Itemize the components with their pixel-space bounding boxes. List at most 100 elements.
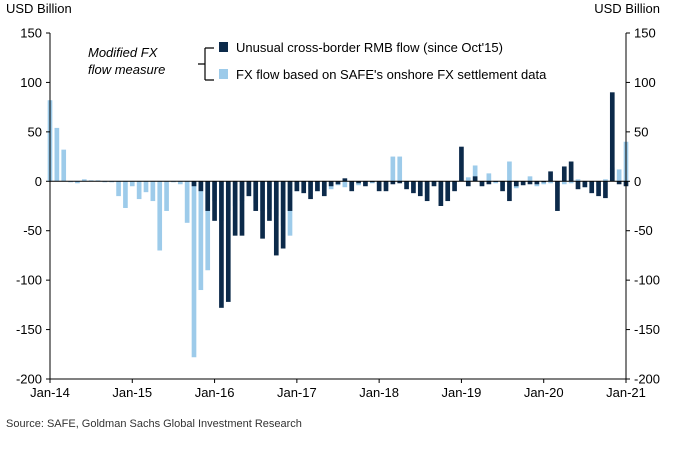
bar-dark-2016-02 [219, 181, 224, 308]
legend-label-light: FX flow based on SAFE's onshore FX settl… [236, 67, 547, 82]
legend-swatch-light [219, 69, 228, 79]
ytick-label-left--200: -200 [16, 372, 42, 387]
bar-light-2015-08 [177, 181, 183, 185]
bar-dark-2016-10 [273, 181, 279, 256]
bar-dark-2015-12 [205, 181, 211, 211]
bar-dark-2018-12 [452, 181, 457, 192]
legend-label-dark: Unusual cross-border RMB flow (since Oct… [236, 40, 503, 55]
bar-dark-2019-10 [520, 181, 526, 186]
bar-dark-2016-05 [239, 181, 245, 236]
ytick-label-right-100: 100 [634, 75, 656, 90]
bar-dark-2017-02 [301, 181, 307, 194]
bar-light-2015-06 [164, 181, 169, 211]
legend-swatch-dark [219, 42, 228, 52]
bar-dark-2016-07 [253, 181, 259, 211]
bar-dark-2016-06 [246, 181, 252, 197]
xtick-label-Jan-17: Jan-17 [277, 385, 317, 400]
xtick-label-Jan-15: Jan-15 [112, 385, 152, 400]
legend-note-line2: flow measure [88, 62, 165, 77]
bar-dark-2020-06 [575, 181, 581, 190]
bar-light-2019-08 [507, 161, 512, 182]
bar-dark-2018-06 [411, 181, 416, 194]
bar-dark-2020-12 [616, 181, 622, 185]
bar-dark-2017-05 [321, 181, 327, 197]
ytick-label-left-0: 0 [35, 174, 42, 189]
bar-dark-2018-05 [404, 181, 409, 190]
bar-dark-2020-08 [589, 181, 595, 194]
bar-dark-2019-03 [472, 176, 478, 182]
bar-dark-2018-11 [445, 181, 451, 202]
bar-dark-2016-01 [212, 181, 217, 221]
bar-light-2014-11 [116, 181, 121, 197]
ytick-label-left-50: 50 [28, 124, 42, 139]
bar-dark-2018-08 [424, 181, 430, 202]
bar-dark-2020-10 [603, 181, 608, 199]
dark-series-bars [191, 92, 629, 308]
bar-light-2015-04 [150, 181, 156, 202]
bar-dark-2017-07 [335, 181, 341, 185]
bar-dark-2016-12 [287, 181, 293, 211]
bar-dark-2016-08 [260, 181, 265, 239]
xtick-label-Jan-21: Jan-21 [606, 385, 646, 400]
bar-dark-2018-02 [383, 181, 389, 192]
bar-light-2015-09 [184, 181, 190, 223]
bar-light-2020-10 [603, 179, 608, 182]
bar-dark-2020-09 [596, 181, 601, 197]
bar-dark-2020-03 [555, 181, 560, 211]
ytick-label-right-0: 0 [634, 174, 641, 189]
bar-dark-2019-11 [527, 181, 533, 185]
bar-dark-2018-04 [397, 181, 403, 184]
bar-dark-2018-03 [390, 181, 396, 185]
bar-light-2020-04 [561, 181, 567, 185]
ytick-label-left-100: 100 [20, 75, 42, 90]
bar-light-2015-11 [198, 181, 204, 291]
bar-light-2020-02 [548, 181, 553, 184]
right-axis-unit: USD Billion [594, 1, 660, 16]
bar-light-2019-05 [486, 173, 492, 182]
ytick-label-right--150: -150 [634, 322, 660, 337]
ytick-label-left-150: 150 [20, 26, 42, 41]
bar-light-2019-11 [527, 176, 533, 182]
bar-dark-2019-01 [459, 146, 464, 182]
bar-dark-2018-09 [431, 181, 437, 187]
light-series-bars [47, 100, 629, 358]
ytick-label-right-150: 150 [634, 26, 656, 41]
bar-light-2015-05 [157, 181, 163, 251]
bar-light-2015-10 [191, 181, 197, 358]
xtick-label-Jan-18: Jan-18 [359, 385, 399, 400]
ytick-label-left--100: -100 [16, 273, 42, 288]
ytick-label-right--50: -50 [634, 223, 653, 238]
bar-light-2020-12 [616, 169, 622, 182]
bar-dark-2020-04 [561, 166, 567, 182]
bar-light-2020-06 [575, 179, 581, 182]
bar-light-2014-05 [75, 181, 80, 184]
bar-dark-2019-04 [479, 181, 485, 187]
bar-dark-2017-09 [349, 181, 355, 192]
bar-dark-2017-04 [315, 181, 320, 192]
bar-dark-2016-09 [267, 181, 272, 221]
xtick-label-Jan-20: Jan-20 [524, 385, 564, 400]
ytick-label-right--200: -200 [634, 372, 660, 387]
bar-light-2020-05 [568, 181, 574, 184]
bar-light-2017-08 [342, 181, 348, 188]
xtick-label-Jan-16: Jan-16 [195, 385, 235, 400]
bar-dark-2020-05 [568, 161, 574, 182]
legend: Modified FX flow measure Unusual cross-b… [88, 40, 547, 82]
bar-dark-2020-11 [609, 92, 615, 182]
bar-dark-2019-08 [507, 181, 512, 202]
legend-note-line1: Modified FX [88, 45, 159, 60]
bar-light-2018-03 [390, 156, 396, 182]
bar-light-2014-02 [54, 127, 60, 182]
bar-light-2015-03 [143, 181, 149, 193]
bar-dark-2018-01 [376, 181, 382, 192]
bar-dark-2017-01 [294, 181, 300, 192]
bar-dark-2020-02 [548, 171, 553, 182]
bar-light-2014-12 [123, 181, 128, 208]
bar-light-2019-03 [472, 165, 478, 182]
ytick-label-left--50: -50 [23, 223, 42, 238]
bar-dark-2019-07 [500, 181, 505, 192]
bar-light-2015-01 [129, 181, 135, 187]
ytick-label-right--100: -100 [634, 273, 660, 288]
bar-dark-2016-04 [232, 181, 238, 236]
